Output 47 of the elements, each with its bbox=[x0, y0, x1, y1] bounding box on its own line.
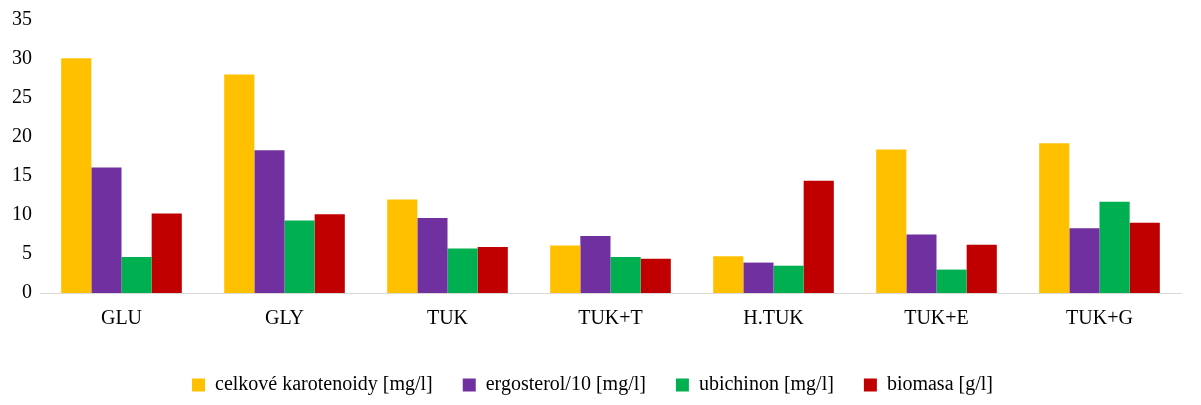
x-tick-label: GLU bbox=[100, 306, 143, 329]
x-tick-label: H.TUK bbox=[743, 306, 805, 329]
bar bbox=[1099, 201, 1130, 293]
bar bbox=[61, 58, 92, 293]
bar bbox=[640, 258, 671, 293]
x-tick-label: GLY bbox=[264, 306, 305, 329]
bar bbox=[743, 262, 774, 293]
bar bbox=[387, 199, 418, 293]
bar bbox=[550, 245, 581, 293]
bar bbox=[1039, 143, 1070, 293]
bar bbox=[803, 180, 834, 293]
y-tick-label: 0 bbox=[22, 280, 32, 303]
y-tick-label: 35 bbox=[12, 7, 32, 30]
bar bbox=[1129, 222, 1160, 293]
bar bbox=[254, 150, 285, 293]
bar bbox=[121, 257, 152, 293]
bar bbox=[417, 218, 448, 293]
y-tick-label: 30 bbox=[12, 46, 32, 69]
bar bbox=[314, 214, 345, 293]
legend-label: ubichinon [mg/l] bbox=[698, 372, 834, 396]
bar bbox=[447, 248, 478, 293]
bar bbox=[284, 220, 315, 293]
y-tick-label: 15 bbox=[12, 163, 32, 186]
x-tick-label: TUK+T bbox=[578, 306, 643, 329]
y-tick-label: 25 bbox=[12, 85, 32, 108]
bar bbox=[580, 236, 611, 293]
bar bbox=[906, 234, 937, 293]
bar bbox=[224, 74, 255, 293]
bar bbox=[876, 149, 907, 293]
x-tick-label: TUK bbox=[426, 306, 469, 329]
bar bbox=[91, 167, 122, 293]
x-tick-label: TUK+E bbox=[904, 306, 969, 329]
bar bbox=[151, 213, 182, 293]
y-tick-label: 5 bbox=[22, 241, 32, 264]
legend-label: biomasa [g/l] bbox=[886, 372, 993, 396]
bar bbox=[936, 269, 967, 293]
legend-label: ergosterol/10 [mg/l] bbox=[485, 372, 646, 396]
bar bbox=[713, 256, 744, 293]
bar bbox=[966, 244, 997, 293]
bar bbox=[773, 265, 804, 293]
y-tick-label: 20 bbox=[12, 124, 32, 147]
bar bbox=[1069, 228, 1100, 293]
bar bbox=[610, 257, 641, 293]
legend-label: celkové karotenoidy [mg/l] bbox=[215, 372, 433, 396]
y-tick-label: 10 bbox=[12, 202, 32, 225]
bar bbox=[477, 246, 508, 293]
x-tick-label: TUK+G bbox=[1066, 306, 1133, 329]
